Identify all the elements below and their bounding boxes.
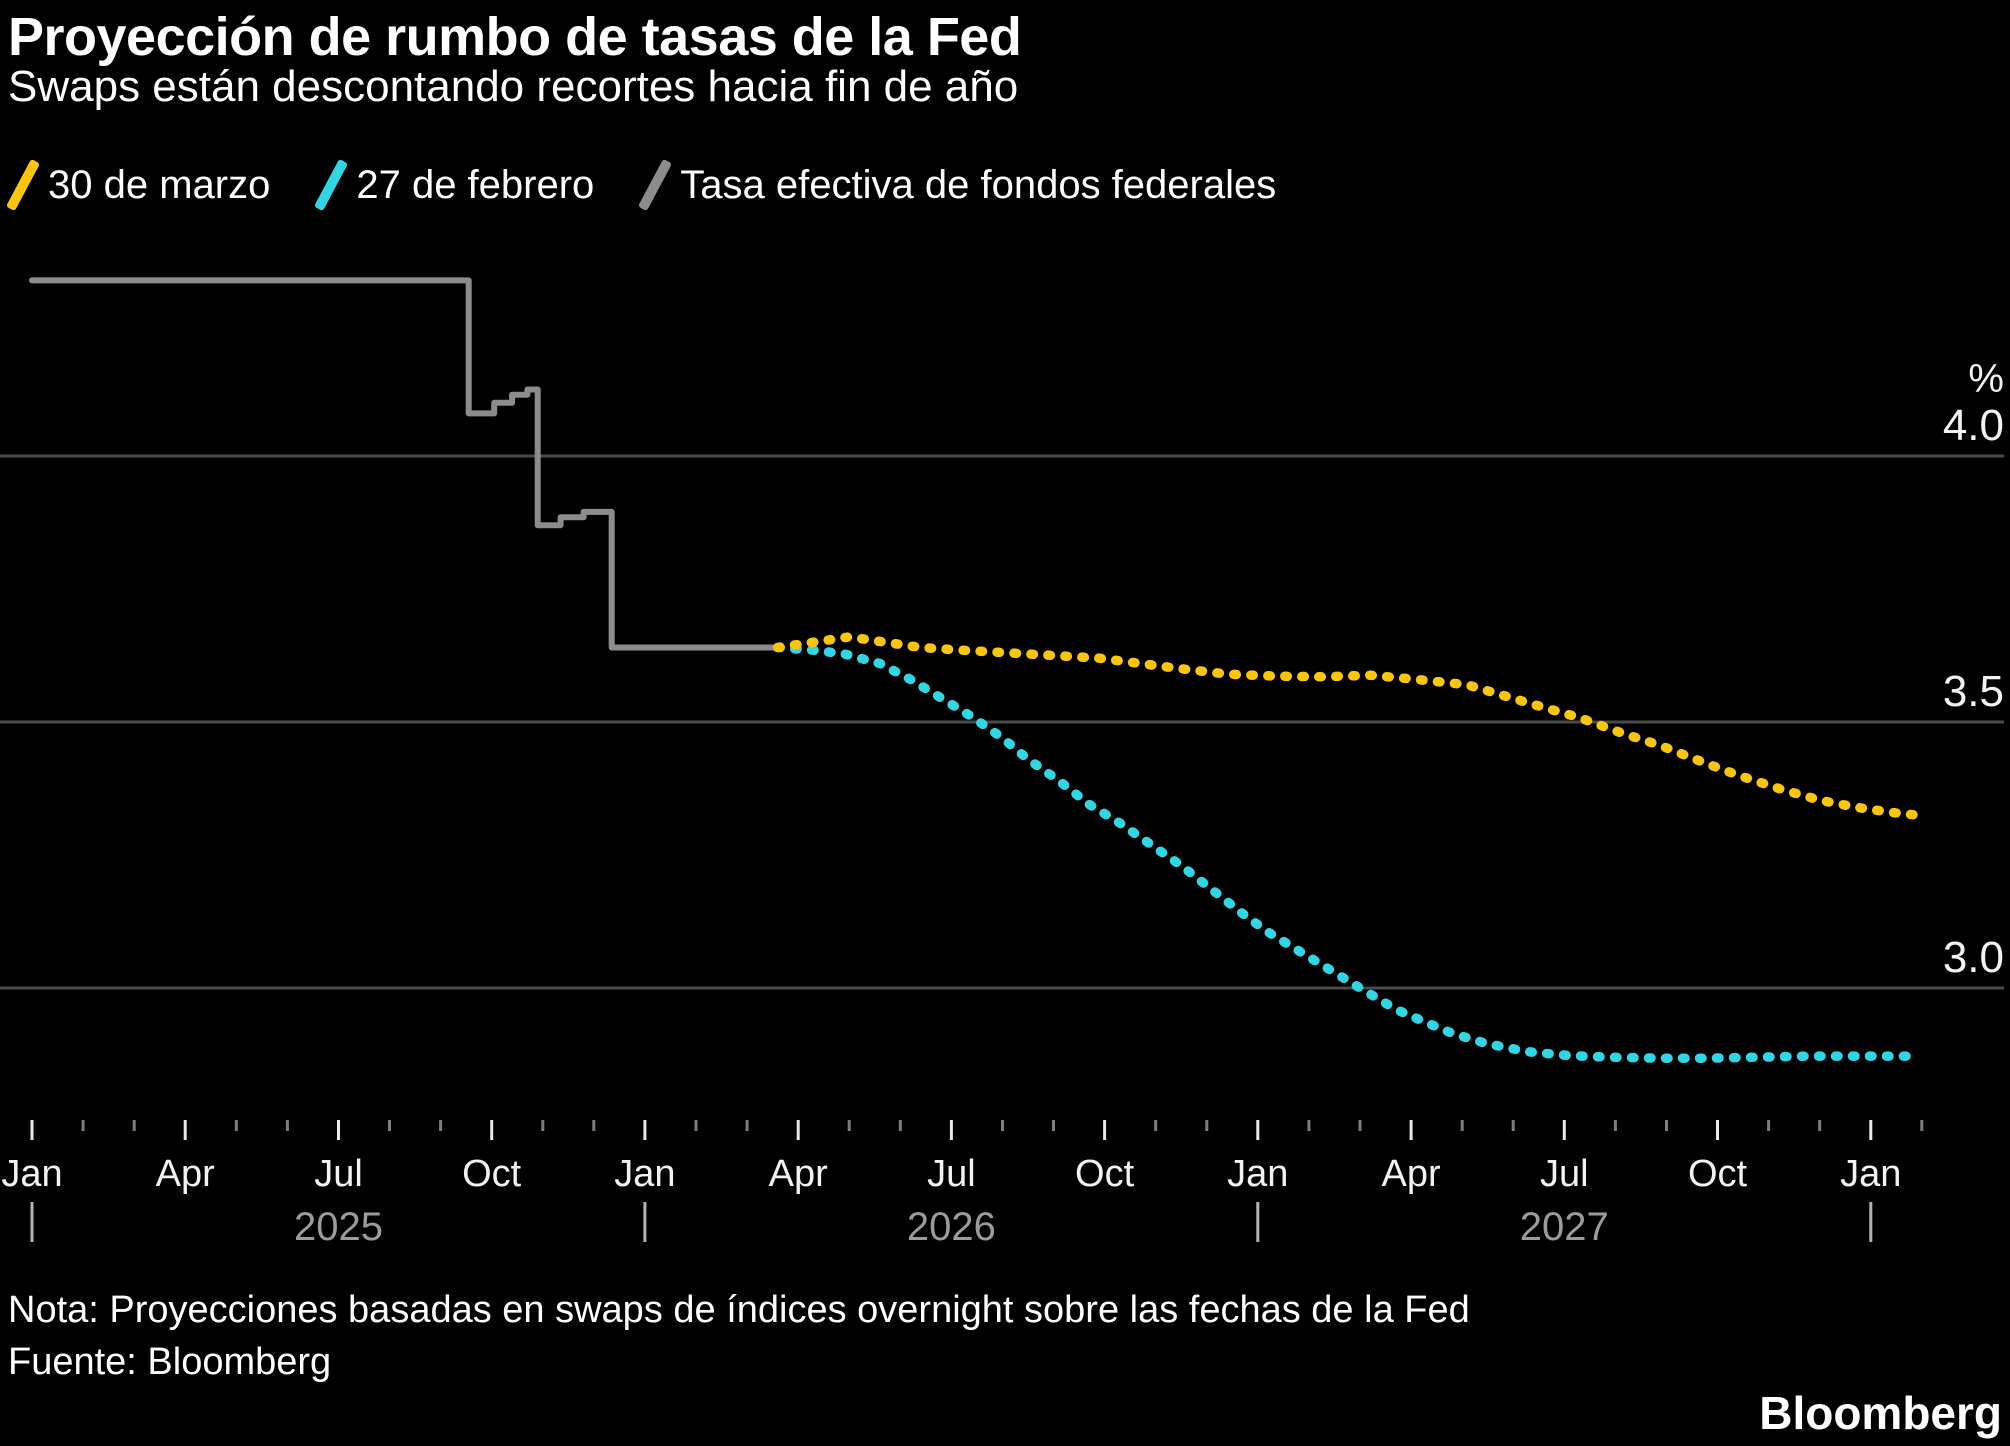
x-axis-label: Jan <box>1227 1153 1288 1195</box>
x-axis-label: Oct <box>462 1153 522 1195</box>
x-axis-label: Apr <box>1382 1153 1441 1195</box>
series-line-tasa-efectiva-de-fondos-federales <box>29 277 781 651</box>
footer: Nota: Proyecciones basadas en swaps de í… <box>8 1284 1470 1389</box>
page-title: Proyección de rumbo de tasas de la Fed <box>8 7 1022 67</box>
year-label: 2027 <box>1520 1205 1609 1249</box>
x-axis-label: Oct <box>1075 1153 1135 1195</box>
x-axis-label: Jul <box>927 1153 976 1195</box>
x-axis-label: Apr <box>156 1153 215 1195</box>
legend: 30 de marzo 27 de febrero Tasa efectiva … <box>5 158 1277 212</box>
legend-item-effective-rate: Tasa efectiva de fondos federales <box>638 158 1277 212</box>
y-axis-unit: % <box>1968 357 2004 401</box>
page-subtitle: Swaps están descontando recortes hacia f… <box>8 62 1019 111</box>
x-axis-label: Jan <box>1 1153 62 1195</box>
x-axis-label: Oct <box>1688 1153 1748 1195</box>
legend-label: Tasa efectiva de fondos federales <box>680 162 1277 207</box>
series-line-27-de-febrero <box>772 642 1922 1063</box>
x-axis-label: Jan <box>614 1153 675 1195</box>
x-axis-label: Jan <box>1840 1153 1901 1195</box>
legend-item-march-30: 30 de marzo <box>5 158 271 212</box>
y-axis-label: 3.5 <box>1943 667 2004 716</box>
year-label: 2026 <box>907 1205 996 1249</box>
bloomberg-logo: Bloomberg <box>1759 1387 2002 1439</box>
y-axis-label: 4.0 <box>1943 401 2004 450</box>
x-axis-label: Jul <box>1540 1153 1589 1195</box>
legend-label: 30 de marzo <box>48 162 271 207</box>
y-axis-label: 3.0 <box>1943 933 2004 982</box>
year-label: 2025 <box>294 1205 383 1249</box>
x-axis-label: Apr <box>769 1153 828 1195</box>
footer-note: Nota: Proyecciones basadas en swaps de í… <box>8 1289 1470 1331</box>
legend-label: 27 de febrero <box>356 162 595 207</box>
legend-item-february-27: 27 de febrero <box>314 158 595 212</box>
x-axis-label: Jul <box>314 1153 363 1195</box>
footer-source: Fuente: Bloomberg <box>8 1341 332 1384</box>
series-line-30-de-marzo <box>772 632 1922 820</box>
